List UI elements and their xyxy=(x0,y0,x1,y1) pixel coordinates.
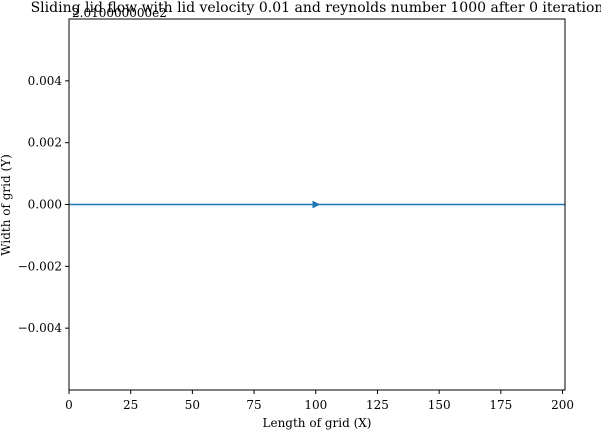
plot-area xyxy=(69,200,565,209)
y-tick-label: 0.000 xyxy=(28,198,62,212)
x-tick-label: 200 xyxy=(551,398,574,412)
y-tick-label: 0.002 xyxy=(28,136,62,150)
x-tick-label: 175 xyxy=(489,398,512,412)
y-tick-label: −0.002 xyxy=(18,259,62,273)
y-axis: −0.004 −0.002 0.000 0.002 0.004 xyxy=(18,74,69,335)
x-axis: 0 25 50 75 100 125 150 175 200 xyxy=(65,390,574,412)
x-tick-label: 25 xyxy=(123,398,138,412)
x-tick-label: 75 xyxy=(246,398,261,412)
y-tick-label: 0.004 xyxy=(28,74,63,88)
offset-text: 2.010000000e2 xyxy=(72,6,167,20)
x-tick-label: 0 xyxy=(65,398,73,412)
x-axis-label: Length of grid (X) xyxy=(263,416,372,430)
chart-title: Sliding lid flow with lid velocity 0.01 … xyxy=(31,0,601,16)
flow-arrow-marker xyxy=(312,200,321,209)
x-tick-label: 100 xyxy=(304,398,327,412)
x-tick-label: 125 xyxy=(366,398,389,412)
x-tick-label: 150 xyxy=(428,398,451,412)
y-tick-label: −0.004 xyxy=(18,321,63,335)
y-axis-label: Width of grid (Y) xyxy=(0,154,13,256)
x-tick-label: 50 xyxy=(185,398,200,412)
